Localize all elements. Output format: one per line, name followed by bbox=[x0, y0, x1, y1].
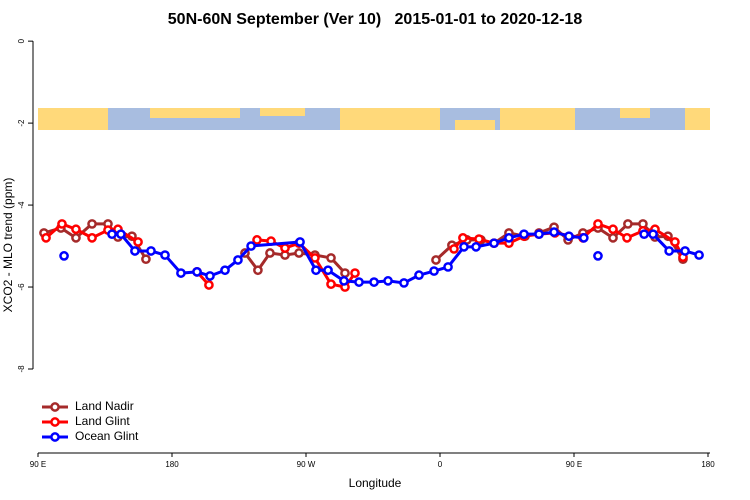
point bbox=[59, 251, 69, 261]
point bbox=[253, 265, 263, 276]
point bbox=[252, 235, 262, 245]
x-axis-label: Longitude bbox=[349, 476, 402, 490]
point bbox=[340, 268, 350, 278]
y-tick-label: -6 bbox=[17, 283, 26, 291]
point bbox=[593, 219, 603, 229]
y-tick-label: 0 bbox=[17, 38, 26, 43]
point bbox=[608, 224, 618, 235]
point bbox=[311, 265, 321, 276]
legend-label: Land Nadir bbox=[75, 399, 134, 413]
point bbox=[192, 267, 202, 277]
point bbox=[71, 233, 81, 243]
point bbox=[176, 268, 186, 278]
point bbox=[233, 255, 243, 265]
point bbox=[87, 219, 97, 229]
point bbox=[220, 265, 230, 276]
point bbox=[130, 246, 140, 256]
point bbox=[474, 234, 484, 244]
point bbox=[87, 233, 97, 243]
point bbox=[354, 277, 364, 287]
y-tick-label: -8 bbox=[17, 365, 26, 373]
series-line bbox=[45, 222, 685, 289]
point bbox=[471, 242, 481, 252]
point bbox=[578, 233, 589, 243]
point bbox=[204, 280, 214, 290]
point bbox=[549, 227, 559, 237]
point bbox=[414, 270, 424, 280]
point bbox=[623, 219, 633, 229]
point bbox=[489, 238, 499, 249]
point bbox=[694, 250, 704, 260]
point bbox=[323, 265, 333, 276]
point bbox=[458, 233, 468, 243]
x-tick-label: 180 bbox=[165, 460, 179, 469]
point bbox=[608, 233, 618, 243]
y-axis-label: XCO2 - MLO trend (ppm) bbox=[1, 178, 15, 313]
point bbox=[326, 279, 336, 290]
point bbox=[339, 276, 349, 286]
y-tick-label: -2 bbox=[17, 119, 26, 127]
point bbox=[369, 277, 379, 287]
y-tick-label: -4 bbox=[17, 201, 26, 209]
legend-label: Land Glint bbox=[75, 414, 130, 428]
point bbox=[680, 246, 690, 256]
chart-title: 50N-60N September (Ver 10) 2015-01-01 to… bbox=[168, 11, 583, 28]
point bbox=[160, 250, 170, 260]
point bbox=[534, 229, 544, 240]
point bbox=[564, 231, 574, 242]
x-tick-label: 0 bbox=[438, 460, 443, 469]
point bbox=[449, 244, 459, 254]
point bbox=[294, 248, 304, 258]
point bbox=[350, 268, 360, 278]
legend-label: Ocean Glint bbox=[75, 429, 139, 443]
point bbox=[295, 237, 305, 247]
point bbox=[429, 266, 439, 276]
x-tick-label: 90 E bbox=[30, 460, 46, 469]
point bbox=[443, 262, 453, 272]
point bbox=[664, 246, 674, 256]
legend-marker bbox=[50, 402, 60, 412]
point bbox=[639, 229, 649, 240]
legend-marker bbox=[50, 432, 60, 442]
x-tick-label: 90 E bbox=[566, 460, 582, 469]
point bbox=[265, 248, 275, 258]
point bbox=[107, 229, 117, 240]
point bbox=[246, 241, 256, 251]
point bbox=[593, 251, 603, 261]
point bbox=[146, 246, 156, 256]
point bbox=[459, 242, 469, 252]
point bbox=[57, 219, 67, 229]
point bbox=[133, 237, 143, 247]
point bbox=[431, 255, 441, 265]
x-tick-label: 180 bbox=[701, 460, 715, 469]
point bbox=[648, 229, 658, 240]
map-strip bbox=[38, 108, 710, 130]
point bbox=[519, 229, 529, 240]
point bbox=[116, 229, 126, 240]
point bbox=[383, 276, 393, 286]
point bbox=[310, 253, 320, 263]
point bbox=[399, 278, 409, 288]
point bbox=[504, 233, 514, 243]
legend-marker bbox=[50, 417, 60, 427]
point bbox=[71, 224, 81, 235]
point bbox=[141, 254, 151, 265]
x-tick-label: 90 W bbox=[297, 460, 316, 469]
point bbox=[205, 271, 215, 281]
point bbox=[41, 233, 51, 243]
point bbox=[622, 233, 632, 243]
point bbox=[326, 253, 336, 263]
point bbox=[280, 243, 290, 253]
point bbox=[670, 237, 680, 247]
